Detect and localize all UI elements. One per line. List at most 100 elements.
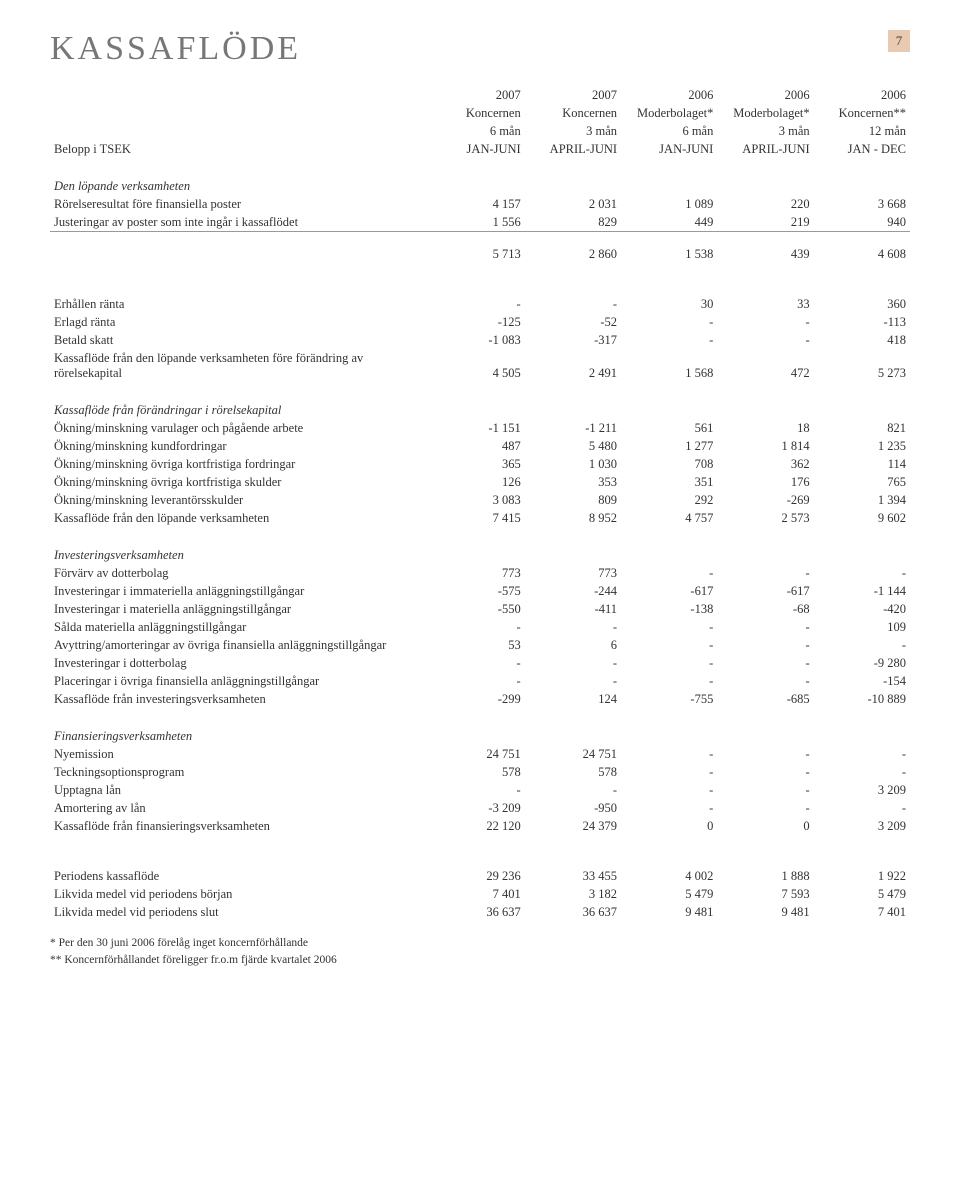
cell-value: 7 401 (428, 885, 524, 903)
header-cell: 6 mån (428, 122, 524, 140)
cell-value: - (717, 799, 813, 817)
cell-value: 0 (717, 817, 813, 835)
row-label: Likvida medel vid periodens början (50, 885, 428, 903)
cell-value: 4 757 (621, 509, 717, 527)
cell-value: 829 (525, 213, 621, 232)
row-label: Investeringar i dotterbolag (50, 654, 428, 672)
header-cell: Koncernen** (814, 104, 910, 122)
cell-value: 821 (814, 419, 910, 437)
cell-value: -138 (621, 600, 717, 618)
cell-value: 36 637 (428, 903, 524, 921)
cell-value: -125 (428, 313, 524, 331)
cell-value: - (717, 636, 813, 654)
cell-value: 3 668 (814, 195, 910, 213)
cell-value: 351 (621, 473, 717, 491)
cell-value: - (814, 564, 910, 582)
cell-value: -269 (717, 491, 813, 509)
cell-value: 4 608 (814, 245, 910, 263)
cell-value: 353 (525, 473, 621, 491)
cell-value: - (717, 313, 813, 331)
cell-value: 18 (717, 419, 813, 437)
cell-value: - (621, 331, 717, 349)
header-cell: 2007 (525, 86, 621, 104)
row-label: Kassaflöde från den löpande verksamheten… (50, 349, 428, 382)
cell-value: - (717, 654, 813, 672)
cell-value: - (621, 745, 717, 763)
cell-value: - (525, 672, 621, 690)
row-label: Amortering av lån (50, 799, 428, 817)
cell-value: - (621, 564, 717, 582)
row-label: Likvida medel vid periodens slut (50, 903, 428, 921)
cell-value: 3 209 (814, 817, 910, 835)
cell-value: 561 (621, 419, 717, 437)
cell-value: 53 (428, 636, 524, 654)
cell-value: 1 922 (814, 867, 910, 885)
cell-value: 36 637 (525, 903, 621, 921)
cell-value: 2 031 (525, 195, 621, 213)
cell-value: 33 455 (525, 867, 621, 885)
table-header: 20072007200620062006KoncernenKoncernenMo… (50, 86, 910, 158)
header-row-label (50, 122, 428, 140)
cell-value: 2 860 (525, 245, 621, 263)
cell-value: - (717, 672, 813, 690)
cell-value: -1 083 (428, 331, 524, 349)
cell-value: -3 209 (428, 799, 524, 817)
cell-value: 9 481 (621, 903, 717, 921)
cell-value: - (428, 295, 524, 313)
row-label: Erlagd ränta (50, 313, 428, 331)
cell-value: - (814, 799, 910, 817)
cell-value: - (717, 564, 813, 582)
cell-value: - (717, 331, 813, 349)
row-label: Erhållen ränta (50, 295, 428, 313)
cell-value: 30 (621, 295, 717, 313)
row-label: Justeringar av poster som inte ingår i k… (50, 213, 428, 232)
cell-value: - (717, 781, 813, 799)
cell-value: 773 (428, 564, 524, 582)
header-cell: APRIL-JUNI (525, 140, 621, 158)
cell-value: 362 (717, 455, 813, 473)
cell-value: 472 (717, 349, 813, 382)
row-label: Ökning/minskning kundfordringar (50, 437, 428, 455)
header-row-label: Belopp i TSEK (50, 140, 428, 158)
cell-value: 7 415 (428, 509, 524, 527)
cell-value: 708 (621, 455, 717, 473)
row-label (50, 245, 428, 263)
cell-value: 578 (525, 763, 621, 781)
cell-value: - (621, 672, 717, 690)
cell-value: 9 602 (814, 509, 910, 527)
cell-value: -1 144 (814, 582, 910, 600)
row-label: Kassaflöde från investeringsverksamheten (50, 690, 428, 708)
cell-value: 5 273 (814, 349, 910, 382)
header-cell: 6 mån (621, 122, 717, 140)
cell-value: 1 277 (621, 437, 717, 455)
cell-value: 7 593 (717, 885, 813, 903)
cell-value: 365 (428, 455, 524, 473)
row-label: Avyttring/amorteringar av övriga finansi… (50, 636, 428, 654)
cell-value: - (428, 618, 524, 636)
cell-value: - (621, 799, 717, 817)
cell-value: 9 481 (717, 903, 813, 921)
cell-value: 5 479 (814, 885, 910, 903)
header-cell: 12 mån (814, 122, 910, 140)
cell-value: 1 030 (525, 455, 621, 473)
cell-value: 29 236 (428, 867, 524, 885)
cell-value: 439 (717, 245, 813, 263)
cell-value: 1 235 (814, 437, 910, 455)
footnotes: * Per den 30 juni 2006 förelåg inget kon… (50, 935, 910, 970)
cell-value: - (717, 618, 813, 636)
cell-value: 4 157 (428, 195, 524, 213)
cell-value: 1 089 (621, 195, 717, 213)
cell-value: 109 (814, 618, 910, 636)
cell-value: - (428, 781, 524, 799)
section-title: Kassaflöde från förändringar i rörelseka… (50, 401, 910, 419)
header-cell: JAN-JUNI (621, 140, 717, 158)
cell-value: - (525, 618, 621, 636)
cell-value: -244 (525, 582, 621, 600)
header-cell: Koncernen (525, 104, 621, 122)
row-label: Teckningsoptionsprogram (50, 763, 428, 781)
cell-value: 4 002 (621, 867, 717, 885)
cell-value: - (428, 654, 524, 672)
header-cell: Moderbolaget* (717, 104, 813, 122)
cell-value: -617 (621, 582, 717, 600)
header-cell: Moderbolaget* (621, 104, 717, 122)
